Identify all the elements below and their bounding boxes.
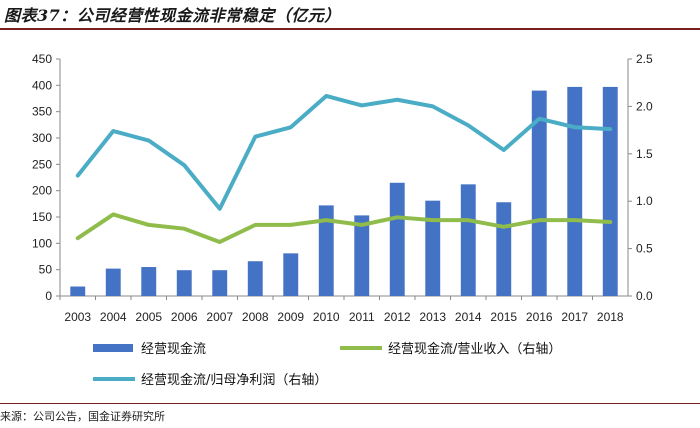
bar xyxy=(425,200,441,296)
x-tick-label: 2003 xyxy=(64,310,91,324)
line-point xyxy=(467,124,469,126)
bar xyxy=(567,86,583,296)
footer-rule xyxy=(0,403,700,404)
y-right-tick-label: 1.0 xyxy=(636,194,653,208)
x-tick-label: 2009 xyxy=(277,310,304,324)
series-line-profit-ratio xyxy=(75,93,613,211)
legend: 经营现金流 经营现金流/营业收入（右轴） 经营现金流/归母净利润（右轴） xyxy=(93,341,561,388)
bar xyxy=(141,267,157,296)
x-tick-label: 2010 xyxy=(313,310,340,324)
bar xyxy=(247,261,263,296)
x-tick-label: 2005 xyxy=(135,310,162,324)
line-point xyxy=(396,99,398,101)
x-tick-label: 2018 xyxy=(597,310,624,324)
y-left-tick-label: 350 xyxy=(32,105,52,119)
line-point xyxy=(254,136,256,138)
legend-swatch-bar xyxy=(93,344,133,352)
x-tick-label: 2016 xyxy=(526,310,553,324)
line-point xyxy=(148,140,150,142)
legend-label: 经营现金流/营业收入（右轴） xyxy=(388,341,561,357)
y-right-tick-label: 2.5 xyxy=(636,52,653,66)
line-point xyxy=(183,164,185,166)
bar xyxy=(105,268,121,296)
bar xyxy=(318,205,334,296)
y-left-tick-label: 50 xyxy=(39,263,53,277)
legend-label: 经营现金流 xyxy=(141,341,206,357)
line-point xyxy=(112,213,114,215)
bar xyxy=(70,286,86,296)
line-point xyxy=(325,95,327,97)
line-point xyxy=(538,118,540,120)
bar xyxy=(602,86,618,296)
line-point xyxy=(609,221,611,223)
line-point xyxy=(219,241,221,243)
x-tick-label: 2007 xyxy=(206,310,233,324)
line-point xyxy=(361,104,363,106)
y-left-tick-label: 0 xyxy=(45,289,52,303)
line-point xyxy=(432,105,434,107)
x-tick-label: 2012 xyxy=(384,310,411,324)
series-line-revenue-ratio xyxy=(75,212,613,244)
line-point xyxy=(219,208,221,210)
y-right-tick-label: 1.5 xyxy=(636,147,653,161)
y-left-tick-label: 100 xyxy=(32,236,52,250)
x-tick-label: 2014 xyxy=(455,310,482,324)
y-left-tick-label: 450 xyxy=(32,52,52,66)
line-point xyxy=(538,219,540,221)
line-point xyxy=(396,216,398,218)
bar xyxy=(354,215,370,296)
y-left-tick-label: 250 xyxy=(32,157,52,171)
bar xyxy=(496,202,512,296)
plot-area: 0 50 100 150 200 250 300 350 400 450 0.0 0.5 1.0 1.5 2… xyxy=(32,52,653,324)
line-point xyxy=(254,224,256,226)
bar xyxy=(460,184,476,296)
source-note: 来源：公司公告，国金证券研究所 xyxy=(0,410,165,423)
y-left-tick-label: 300 xyxy=(32,131,52,145)
x-tick-label: 2011 xyxy=(349,310,375,324)
y-right-tick-label: 2.0 xyxy=(636,99,653,113)
line-point xyxy=(77,175,79,177)
bar xyxy=(176,270,192,296)
line-point xyxy=(467,219,469,221)
x-tick-label: 2013 xyxy=(419,310,446,324)
line-point xyxy=(609,128,611,130)
x-tick-label: 2004 xyxy=(100,310,127,324)
line-point xyxy=(574,126,576,128)
line-point xyxy=(290,126,292,128)
y-left-tick-label: 400 xyxy=(32,78,52,92)
y-left-tick-label: 150 xyxy=(32,210,52,224)
chart-title: 图表37：公司经营性现金流非常稳定（亿元） xyxy=(4,6,341,25)
y-right-tick-label: 0.0 xyxy=(636,289,653,303)
x-tick-label: 2006 xyxy=(171,310,198,324)
title-rule xyxy=(0,28,700,30)
bar xyxy=(283,253,299,296)
bar xyxy=(531,90,547,296)
line-point xyxy=(503,149,505,151)
line-point xyxy=(77,237,79,239)
line-point xyxy=(112,130,114,132)
line-point xyxy=(574,219,576,221)
line-point xyxy=(432,219,434,221)
x-tick-label: 2015 xyxy=(490,310,517,324)
line-point xyxy=(183,228,185,230)
line-point xyxy=(290,224,292,226)
line-point xyxy=(361,224,363,226)
x-tick-label: 2017 xyxy=(561,310,588,324)
y-right-tick-label: 0.5 xyxy=(636,242,653,256)
x-tick-label: 2008 xyxy=(242,310,269,324)
legend-label: 经营现金流/归母净利润（右轴） xyxy=(141,372,327,388)
line-point xyxy=(503,226,505,228)
bar xyxy=(389,182,405,296)
line-point xyxy=(325,219,327,221)
line-point xyxy=(148,224,150,226)
y-left-tick-label: 200 xyxy=(32,184,52,198)
bar xyxy=(212,270,228,296)
